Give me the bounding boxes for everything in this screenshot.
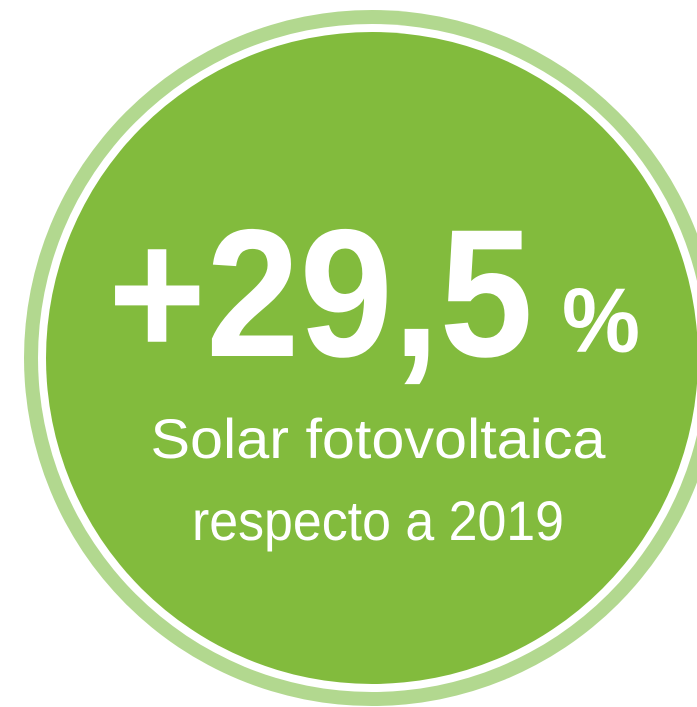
- headline-value: +29,5: [108, 191, 533, 395]
- inner-circle: [46, 32, 697, 684]
- headline-unit: %: [562, 270, 640, 372]
- caption-line: Solar fotovoltaica: [151, 407, 607, 470]
- caption-line: respecto a 2019: [192, 489, 564, 552]
